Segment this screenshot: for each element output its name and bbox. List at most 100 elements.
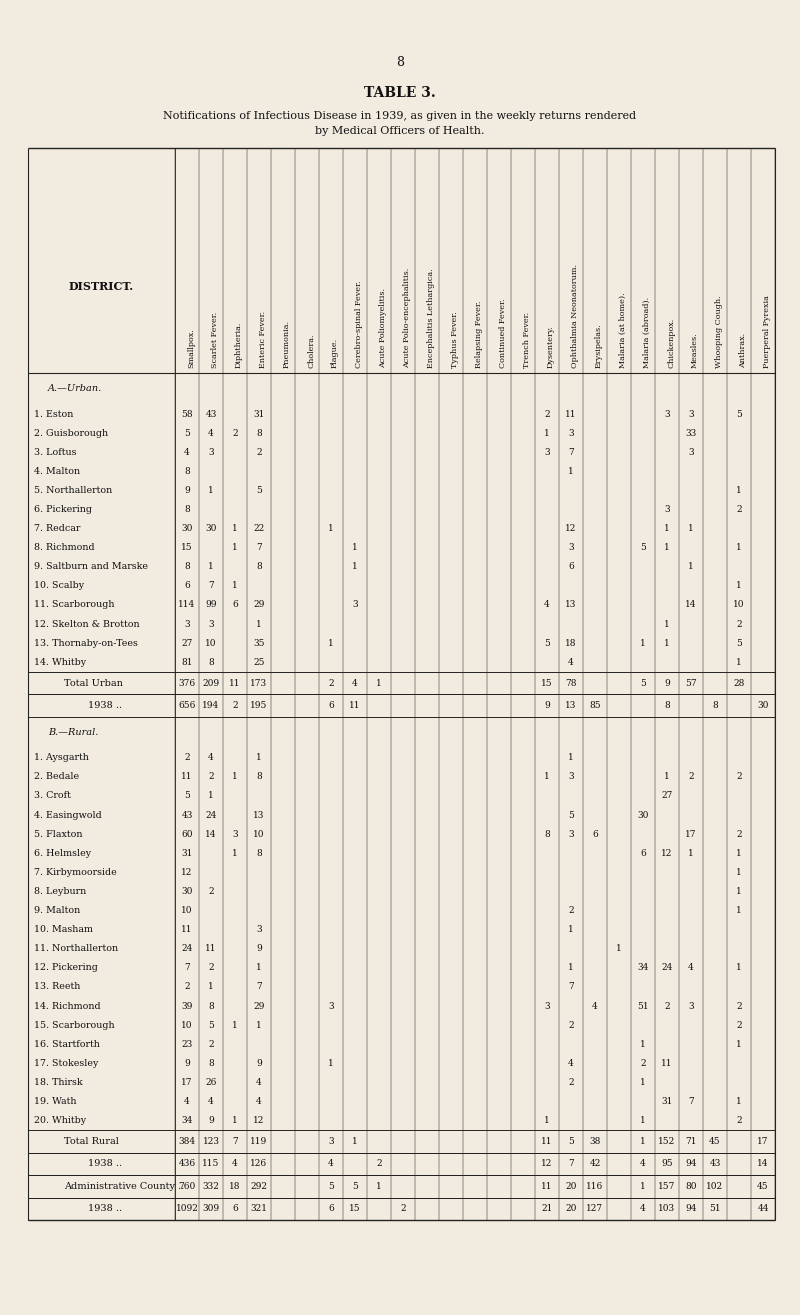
Text: 12: 12 — [542, 1160, 553, 1168]
Text: 8: 8 — [256, 563, 262, 571]
Text: 12: 12 — [566, 525, 577, 533]
Text: 3: 3 — [328, 1137, 334, 1145]
Text: 10: 10 — [182, 906, 193, 915]
Text: 20: 20 — [566, 1205, 577, 1214]
Text: 2: 2 — [400, 1205, 406, 1214]
Text: Measles.: Measles. — [691, 333, 699, 368]
Text: 1. Aysgarth: 1. Aysgarth — [34, 753, 90, 763]
Text: 3: 3 — [568, 830, 574, 839]
Text: 1: 1 — [736, 964, 742, 972]
Text: 14: 14 — [686, 601, 697, 609]
Text: 13: 13 — [566, 701, 577, 710]
Text: Whooping Cough.: Whooping Cough. — [715, 295, 723, 368]
Text: 152: 152 — [658, 1137, 676, 1145]
Text: 31: 31 — [182, 848, 193, 857]
Text: 1: 1 — [568, 964, 574, 972]
Text: 1: 1 — [232, 848, 238, 857]
Text: 5: 5 — [736, 639, 742, 648]
Text: 9: 9 — [664, 679, 670, 688]
Text: 3: 3 — [568, 543, 574, 552]
Text: 15: 15 — [541, 679, 553, 688]
Text: 6: 6 — [592, 830, 598, 839]
Text: 1: 1 — [232, 543, 238, 552]
Text: 7. Kirbymoorside: 7. Kirbymoorside — [34, 868, 117, 877]
Text: 4: 4 — [688, 964, 694, 972]
Text: 2: 2 — [568, 1078, 574, 1088]
Text: 292: 292 — [250, 1182, 267, 1191]
Text: 5: 5 — [184, 429, 190, 438]
Text: Trench Fever.: Trench Fever. — [523, 312, 531, 368]
Text: 27: 27 — [662, 792, 673, 801]
Text: 39: 39 — [182, 1002, 193, 1010]
Text: 332: 332 — [202, 1182, 219, 1191]
Text: 13. Reeth: 13. Reeth — [34, 982, 81, 992]
Text: Dysentery.: Dysentery. — [547, 325, 555, 368]
Text: 1: 1 — [736, 1040, 742, 1048]
Text: 7: 7 — [256, 982, 262, 992]
Text: 1: 1 — [736, 868, 742, 877]
Text: 31: 31 — [662, 1097, 673, 1106]
Text: 9: 9 — [184, 1059, 190, 1068]
Text: 13: 13 — [254, 810, 265, 819]
Text: 6: 6 — [232, 601, 238, 609]
Text: 1: 1 — [664, 772, 670, 781]
Text: 3: 3 — [328, 1002, 334, 1010]
Text: 11: 11 — [662, 1059, 673, 1068]
Text: 1: 1 — [736, 906, 742, 915]
Text: 1: 1 — [664, 639, 670, 648]
Text: 12: 12 — [182, 868, 193, 877]
Text: 1: 1 — [376, 679, 382, 688]
Text: 34: 34 — [182, 1116, 193, 1126]
Text: 43: 43 — [206, 409, 217, 418]
Text: 6. Pickering: 6. Pickering — [34, 505, 93, 514]
Text: by Medical Officers of Health.: by Medical Officers of Health. — [315, 126, 485, 135]
Text: 3: 3 — [232, 830, 238, 839]
Text: 7: 7 — [568, 1160, 574, 1168]
Text: 1: 1 — [232, 1020, 238, 1030]
Text: 2: 2 — [736, 772, 742, 781]
Text: 17: 17 — [686, 830, 697, 839]
Text: 8: 8 — [396, 57, 404, 70]
Text: 1: 1 — [736, 658, 742, 667]
Text: 30: 30 — [758, 701, 769, 710]
Text: 1: 1 — [256, 753, 262, 763]
Text: Malaria (abroad).: Malaria (abroad). — [643, 297, 651, 368]
Text: 30: 30 — [182, 886, 193, 896]
Text: 1: 1 — [208, 792, 214, 801]
Text: 10. Masham: 10. Masham — [34, 926, 94, 934]
Text: 1: 1 — [640, 1040, 646, 1048]
Text: Malaria (at home).: Malaria (at home). — [619, 292, 627, 368]
Text: 5: 5 — [184, 792, 190, 801]
Text: 35: 35 — [254, 639, 265, 648]
Text: 1: 1 — [328, 639, 334, 648]
Text: 3: 3 — [208, 447, 214, 456]
Text: 57: 57 — [685, 679, 697, 688]
Text: 1: 1 — [640, 1116, 646, 1126]
Text: 1: 1 — [256, 964, 262, 972]
Text: 11: 11 — [566, 409, 577, 418]
Text: 17: 17 — [182, 1078, 193, 1088]
Text: 11: 11 — [182, 772, 193, 781]
Text: 3: 3 — [688, 1002, 694, 1010]
Text: 38: 38 — [590, 1137, 601, 1145]
Text: 11: 11 — [206, 944, 217, 953]
Text: 2: 2 — [736, 830, 742, 839]
Text: 1: 1 — [208, 485, 214, 494]
Text: 5: 5 — [640, 543, 646, 552]
Text: 2: 2 — [544, 409, 550, 418]
Text: 1: 1 — [736, 543, 742, 552]
Text: 1: 1 — [640, 639, 646, 648]
Text: Acute Polio-encephalitis.: Acute Polio-encephalitis. — [403, 267, 411, 368]
Text: 11: 11 — [542, 1137, 553, 1145]
Text: 1: 1 — [664, 619, 670, 629]
Text: 309: 309 — [202, 1205, 219, 1214]
Text: 43: 43 — [710, 1160, 721, 1168]
Text: 10: 10 — [182, 1020, 193, 1030]
Text: 102: 102 — [706, 1182, 723, 1191]
Text: 1: 1 — [688, 525, 694, 533]
Text: 4. Malton: 4. Malton — [34, 467, 81, 476]
Text: Total Rural: Total Rural — [64, 1137, 119, 1145]
Text: 4: 4 — [232, 1160, 238, 1168]
Text: 11: 11 — [350, 701, 361, 710]
Text: 2: 2 — [736, 1020, 742, 1030]
